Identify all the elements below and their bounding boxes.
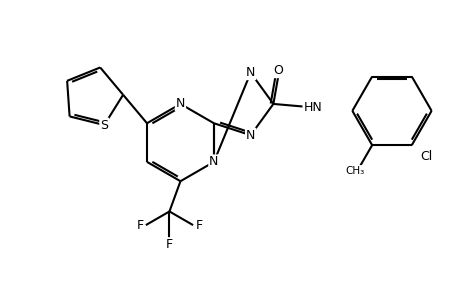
Text: N: N: [175, 98, 185, 110]
Text: N: N: [209, 155, 218, 168]
Text: Cl: Cl: [420, 150, 432, 163]
Text: F: F: [136, 219, 143, 232]
Text: CH₃: CH₃: [344, 166, 364, 176]
Text: N: N: [246, 66, 255, 79]
Text: F: F: [166, 238, 173, 251]
Text: N: N: [246, 129, 255, 142]
Text: F: F: [195, 219, 202, 232]
Text: S: S: [100, 118, 108, 131]
Text: O: O: [273, 64, 283, 77]
Text: HN: HN: [303, 101, 322, 114]
